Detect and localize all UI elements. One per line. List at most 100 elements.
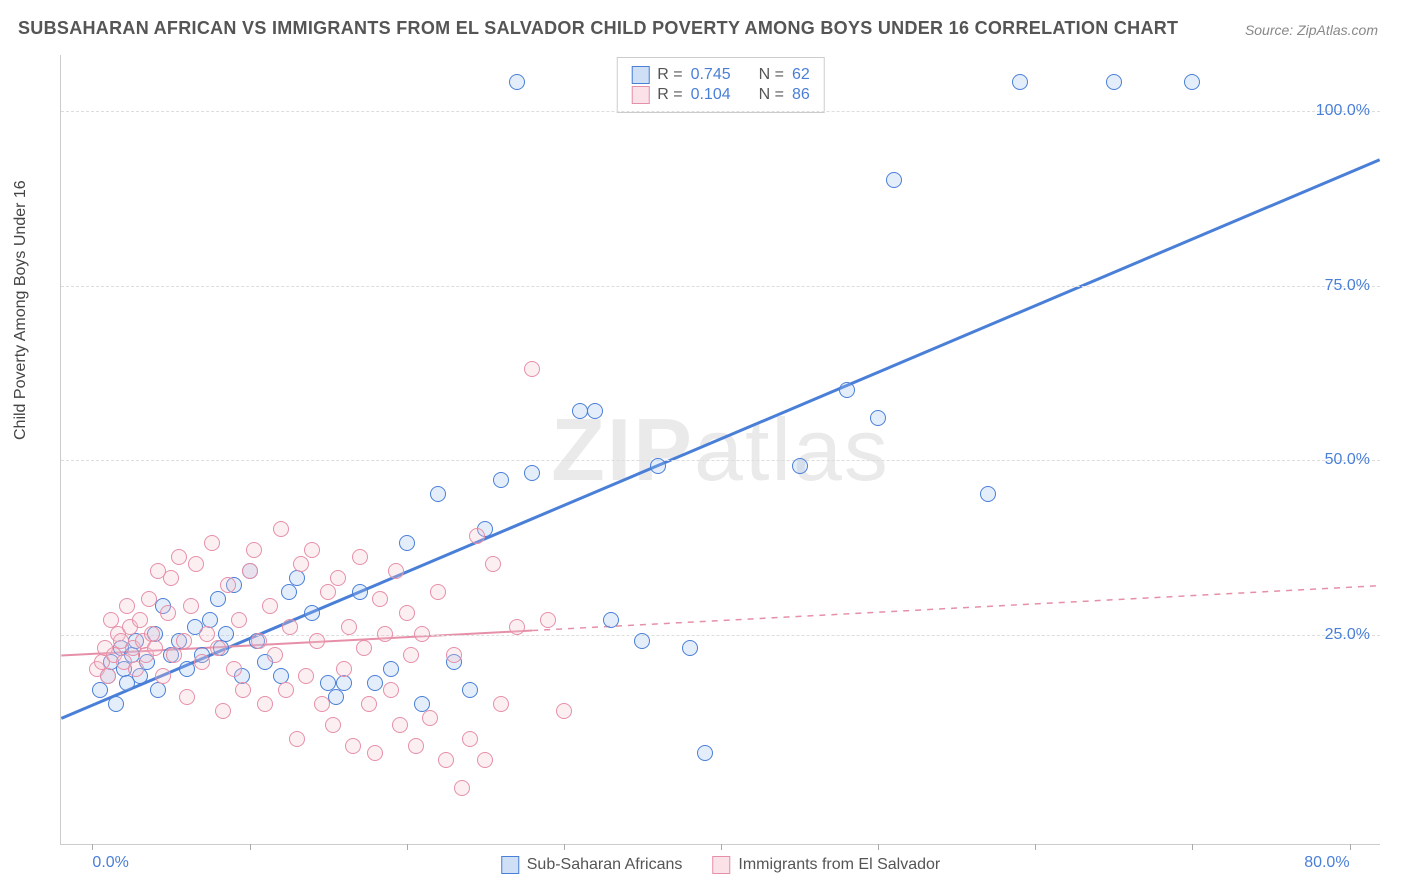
x-tick-label: 0.0% xyxy=(92,854,128,872)
data-point-esv xyxy=(314,696,330,712)
data-point-esv xyxy=(469,528,485,544)
data-point-esv xyxy=(166,647,182,663)
data-point-ssa xyxy=(367,675,383,691)
data-point-esv xyxy=(361,696,377,712)
data-point-ssa xyxy=(572,403,588,419)
data-point-esv xyxy=(372,591,388,607)
data-point-esv xyxy=(388,563,404,579)
legend-n-label: N = xyxy=(759,86,784,104)
data-point-esv xyxy=(179,689,195,705)
data-point-esv xyxy=(383,682,399,698)
data-point-esv xyxy=(278,682,294,698)
data-point-esv xyxy=(289,731,305,747)
y-tick-label: 100.0% xyxy=(1316,102,1370,120)
data-point-ssa xyxy=(304,605,320,621)
data-point-esv xyxy=(341,619,357,635)
data-point-ssa xyxy=(587,403,603,419)
chart-title: SUBSAHARAN AFRICAN VS IMMIGRANTS FROM EL… xyxy=(18,18,1178,39)
data-point-esv xyxy=(414,626,430,642)
data-point-esv xyxy=(188,556,204,572)
data-point-ssa xyxy=(352,584,368,600)
data-point-ssa xyxy=(430,486,446,502)
chart-container: SUBSAHARAN AFRICAN VS IMMIGRANTS FROM EL… xyxy=(0,0,1406,892)
data-point-esv xyxy=(128,661,144,677)
data-point-ssa xyxy=(603,612,619,628)
data-point-esv xyxy=(267,647,283,663)
data-point-ssa xyxy=(336,675,352,691)
legend-row-esv: R = 0.104 N = 86 xyxy=(631,86,810,104)
data-point-esv xyxy=(141,591,157,607)
data-point-esv xyxy=(163,570,179,586)
data-point-esv xyxy=(356,640,372,656)
data-point-ssa xyxy=(210,591,226,607)
data-point-ssa xyxy=(509,74,525,90)
data-point-esv xyxy=(246,542,262,558)
data-point-esv xyxy=(100,668,116,684)
data-point-esv xyxy=(345,738,361,754)
legend-r-value-esv: 0.104 xyxy=(691,86,731,104)
data-point-esv xyxy=(215,703,231,719)
data-point-esv xyxy=(462,731,478,747)
data-point-esv xyxy=(298,668,314,684)
y-axis-label: Child Poverty Among Boys Under 16 xyxy=(12,180,30,440)
data-point-esv xyxy=(273,521,289,537)
legend-label-esv: Immigrants from El Salvador xyxy=(738,856,940,874)
legend-n-value-ssa: 62 xyxy=(792,66,810,84)
legend-item-ssa: Sub-Saharan Africans xyxy=(501,856,683,874)
x-tick xyxy=(92,844,93,850)
data-point-ssa xyxy=(383,661,399,677)
trendlines-layer xyxy=(61,55,1380,844)
data-point-esv xyxy=(132,612,148,628)
data-point-esv xyxy=(262,598,278,614)
data-point-esv xyxy=(282,619,298,635)
gridline xyxy=(61,460,1380,461)
legend-r-label: R = xyxy=(657,66,682,84)
data-point-esv xyxy=(147,640,163,656)
data-point-esv xyxy=(160,605,176,621)
data-point-ssa xyxy=(524,465,540,481)
data-point-esv xyxy=(367,745,383,761)
source-link[interactable]: ZipAtlas.com xyxy=(1297,22,1378,38)
data-point-esv xyxy=(403,647,419,663)
data-point-esv xyxy=(176,633,192,649)
data-point-esv xyxy=(251,633,267,649)
y-tick-label: 75.0% xyxy=(1325,277,1370,295)
data-point-esv xyxy=(399,605,415,621)
data-point-ssa xyxy=(839,382,855,398)
data-point-esv xyxy=(540,612,556,628)
x-tick xyxy=(250,844,251,850)
data-point-esv xyxy=(210,640,226,656)
data-point-ssa xyxy=(150,682,166,698)
legend-item-esv: Immigrants from El Salvador xyxy=(712,856,940,874)
legend-row-ssa: R = 0.745 N = 62 xyxy=(631,66,810,84)
data-point-esv xyxy=(309,633,325,649)
data-point-esv xyxy=(422,710,438,726)
legend-r-value-ssa: 0.745 xyxy=(691,66,731,84)
x-tick xyxy=(721,844,722,850)
data-point-ssa xyxy=(697,745,713,761)
data-point-esv xyxy=(183,598,199,614)
data-point-esv xyxy=(242,563,258,579)
x-tick xyxy=(1035,844,1036,850)
data-point-esv xyxy=(204,535,220,551)
data-point-ssa xyxy=(980,486,996,502)
data-point-esv xyxy=(330,570,346,586)
gridline xyxy=(61,286,1380,287)
data-point-ssa xyxy=(1012,74,1028,90)
data-point-esv xyxy=(392,717,408,733)
data-point-esv xyxy=(454,780,470,796)
data-point-esv xyxy=(320,584,336,600)
legend-n-value-esv: 86 xyxy=(792,86,810,104)
data-point-ssa xyxy=(1184,74,1200,90)
legend-series: Sub-Saharan Africans Immigrants from El … xyxy=(501,856,941,874)
source-label: Source: xyxy=(1245,22,1293,38)
legend-swatch-esv xyxy=(712,856,730,874)
data-point-esv xyxy=(293,556,309,572)
data-point-esv xyxy=(430,584,446,600)
data-point-esv xyxy=(171,549,187,565)
plot-area: ZIPatlas R = 0.745 N = 62 R = 0.104 N = … xyxy=(60,55,1380,845)
data-point-ssa xyxy=(650,458,666,474)
legend-n-label: N = xyxy=(759,66,784,84)
data-point-ssa xyxy=(281,584,297,600)
data-point-ssa xyxy=(870,410,886,426)
